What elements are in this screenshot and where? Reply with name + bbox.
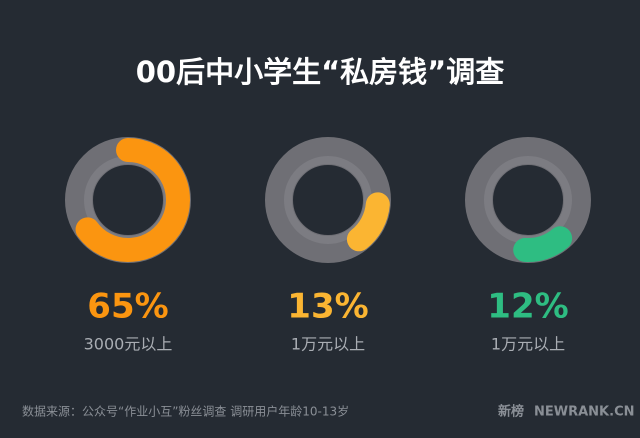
chart-title: 00后中小学生“私房钱”调查 (136, 55, 504, 89)
value-label: 65% (87, 287, 168, 327)
donut-arc (346, 192, 390, 252)
value-label: 13% (287, 287, 368, 327)
category-label: 1万元以上 (491, 335, 565, 354)
category-label: 3000元以上 (84, 335, 173, 354)
source-note: 数据来源：公众号“作业小互”粉丝调查 调研用户年龄10-13岁 (22, 404, 349, 419)
value-label: 12% (487, 287, 568, 327)
brand: 新榜 (498, 404, 524, 420)
brand-site: NEWRANK.CN (534, 405, 634, 420)
donut-arc (75, 138, 190, 262)
donut-arc (513, 226, 573, 262)
category-label: 1万元以上 (291, 335, 365, 354)
